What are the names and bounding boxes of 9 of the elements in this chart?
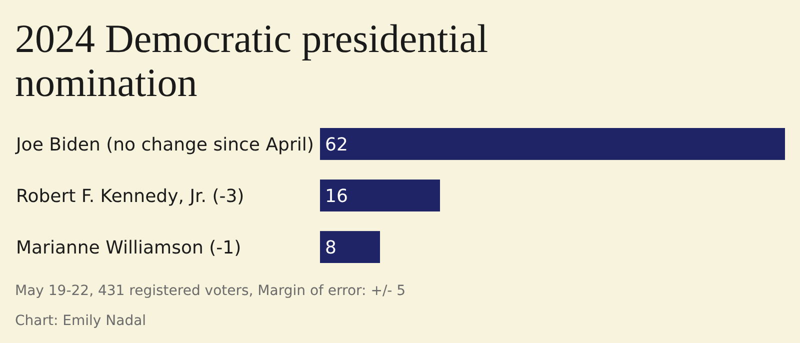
data-label: 8 [325, 238, 336, 259]
text: Chart: Emily Nadal [15, 313, 146, 329]
y-tick-label: Marianne Williamson (-1) [16, 238, 242, 259]
chart-title: 2024 Democratic presidential nomination [15, 16, 488, 105]
data-label: 62 [325, 134, 348, 156]
data-label: 16 [325, 186, 348, 207]
y-tick-label: Robert F. Kennedy, Jr. (-3) [16, 186, 244, 207]
text: May 19-22, 431 registered voters, Margin of error: +/- 5 [15, 283, 406, 299]
y-tick-label: Joe Biden (no change since April) [15, 134, 314, 156]
